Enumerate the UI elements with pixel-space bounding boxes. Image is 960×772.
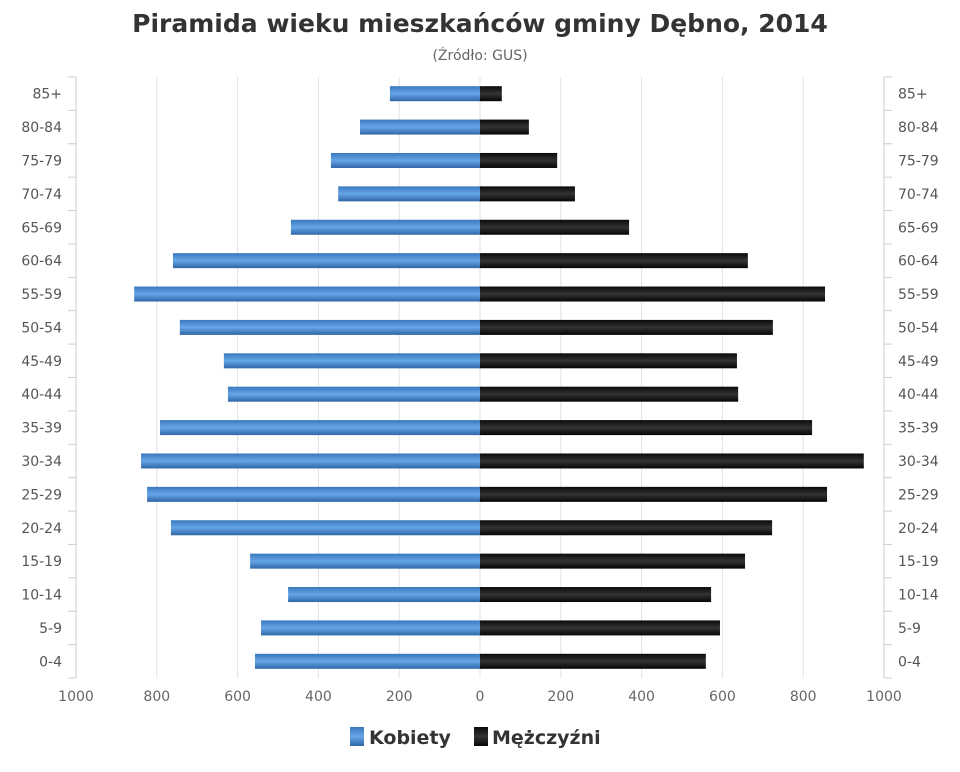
legend: Kobiety Mężczyźni — [350, 727, 601, 749]
bar-kobiety — [160, 420, 481, 436]
y-label-left: 0-4 — [39, 654, 62, 670]
x-tick-label: 0 — [476, 689, 485, 705]
y-label-right: 20-24 — [898, 521, 939, 537]
bar-mezczyzni — [480, 620, 720, 636]
bar-mezczyzni — [480, 119, 529, 135]
y-label-left: 55-59 — [21, 287, 62, 303]
bar-mezczyzni — [480, 653, 706, 669]
legend-swatch-kobiety[interactable] — [350, 727, 364, 746]
bar-kobiety — [141, 453, 480, 469]
y-label-right: 85+ — [898, 87, 928, 103]
y-label-left: 15-19 — [21, 554, 62, 570]
bar-mezczyzni — [480, 520, 773, 536]
chart-subtitle: (Źródło: GUS) — [432, 46, 527, 64]
y-label-left: 10-14 — [21, 588, 62, 604]
y-label-left: 70-74 — [21, 187, 62, 203]
bar-mezczyzni — [480, 319, 773, 335]
bar-mezczyzni — [480, 86, 502, 102]
bar-mezczyzni — [480, 253, 748, 269]
bar-kobiety — [179, 319, 480, 335]
y-label-left: 65-69 — [21, 220, 62, 236]
bar-mezczyzni — [480, 186, 575, 202]
y-label-left: 45-49 — [21, 354, 62, 370]
bar-mezczyzni — [480, 152, 558, 168]
y-label-left: 50-54 — [21, 320, 62, 336]
y-label-right: 60-64 — [898, 254, 939, 270]
x-tick-label: 600 — [224, 689, 251, 705]
bar-mezczyzni — [480, 486, 828, 502]
y-label-right: 55-59 — [898, 287, 939, 303]
bar-kobiety — [290, 219, 480, 235]
y-label-right: 50-54 — [898, 320, 939, 336]
x-tick-label: 600 — [709, 689, 736, 705]
x-tick-label: 200 — [386, 689, 413, 705]
y-label-right: 70-74 — [898, 187, 939, 203]
x-tick-label: 1000 — [58, 689, 94, 705]
bar-kobiety — [134, 286, 480, 302]
bar-mezczyzni — [480, 420, 813, 436]
y-label-left: 25-29 — [21, 487, 62, 503]
y-label-right: 25-29 — [898, 487, 939, 503]
x-tick-label: 200 — [547, 689, 574, 705]
bar-kobiety — [170, 520, 480, 536]
bar-kobiety — [360, 119, 480, 135]
y-label-right: 15-19 — [898, 554, 939, 570]
bar-mezczyzni — [480, 286, 826, 302]
y-label-left: 80-84 — [21, 120, 62, 136]
bar-mezczyzni — [480, 219, 630, 235]
y-label-left: 35-39 — [21, 421, 62, 437]
bar-mezczyzni — [480, 587, 712, 603]
y-label-left: 85+ — [32, 87, 62, 103]
bar-kobiety — [227, 386, 480, 402]
bar-kobiety — [330, 152, 480, 168]
legend-label-mezczyzni[interactable]: Mężczyźni — [492, 727, 601, 749]
bar-kobiety — [147, 486, 480, 502]
x-tick-label: 800 — [790, 689, 817, 705]
legend-swatch-mezczyzni[interactable] — [474, 727, 488, 746]
bar-kobiety — [172, 253, 480, 269]
y-label-left: 40-44 — [21, 387, 62, 403]
y-label-right: 30-34 — [898, 454, 939, 470]
bar-mezczyzni — [480, 353, 737, 369]
x-tick-label: 400 — [628, 689, 655, 705]
y-label-right: 80-84 — [898, 120, 939, 136]
y-label-right: 35-39 — [898, 421, 939, 437]
bar-mezczyzni — [480, 553, 746, 569]
y-label-left: 5-9 — [39, 621, 62, 637]
y-label-left: 20-24 — [21, 521, 62, 537]
bar-kobiety — [338, 186, 480, 202]
y-label-right: 40-44 — [898, 387, 939, 403]
chart-title: Piramida wieku mieszkańców gminy Dębno, … — [132, 9, 828, 38]
bar-kobiety — [389, 86, 480, 102]
x-tick-label: 400 — [305, 689, 332, 705]
y-label-left: 60-64 — [21, 254, 62, 270]
y-label-right: 10-14 — [898, 588, 939, 604]
y-label-right: 0-4 — [898, 654, 921, 670]
y-label-right: 45-49 — [898, 354, 939, 370]
bar-kobiety — [254, 653, 480, 669]
bar-kobiety — [223, 353, 480, 369]
bar-kobiety — [261, 620, 480, 636]
y-label-left: 30-34 — [21, 454, 62, 470]
y-label-right: 75-79 — [898, 153, 939, 169]
bar-mezczyzni — [480, 386, 739, 402]
bar-mezczyzni — [480, 453, 864, 469]
y-label-left: 75-79 — [21, 153, 62, 169]
x-tick-label: 800 — [143, 689, 170, 705]
y-label-right: 65-69 — [898, 220, 939, 236]
x-tick-label: 1000 — [866, 689, 902, 705]
legend-label-kobiety[interactable]: Kobiety — [369, 727, 452, 749]
bar-kobiety — [250, 553, 480, 569]
y-label-right: 5-9 — [898, 621, 921, 637]
bar-kobiety — [288, 587, 480, 603]
